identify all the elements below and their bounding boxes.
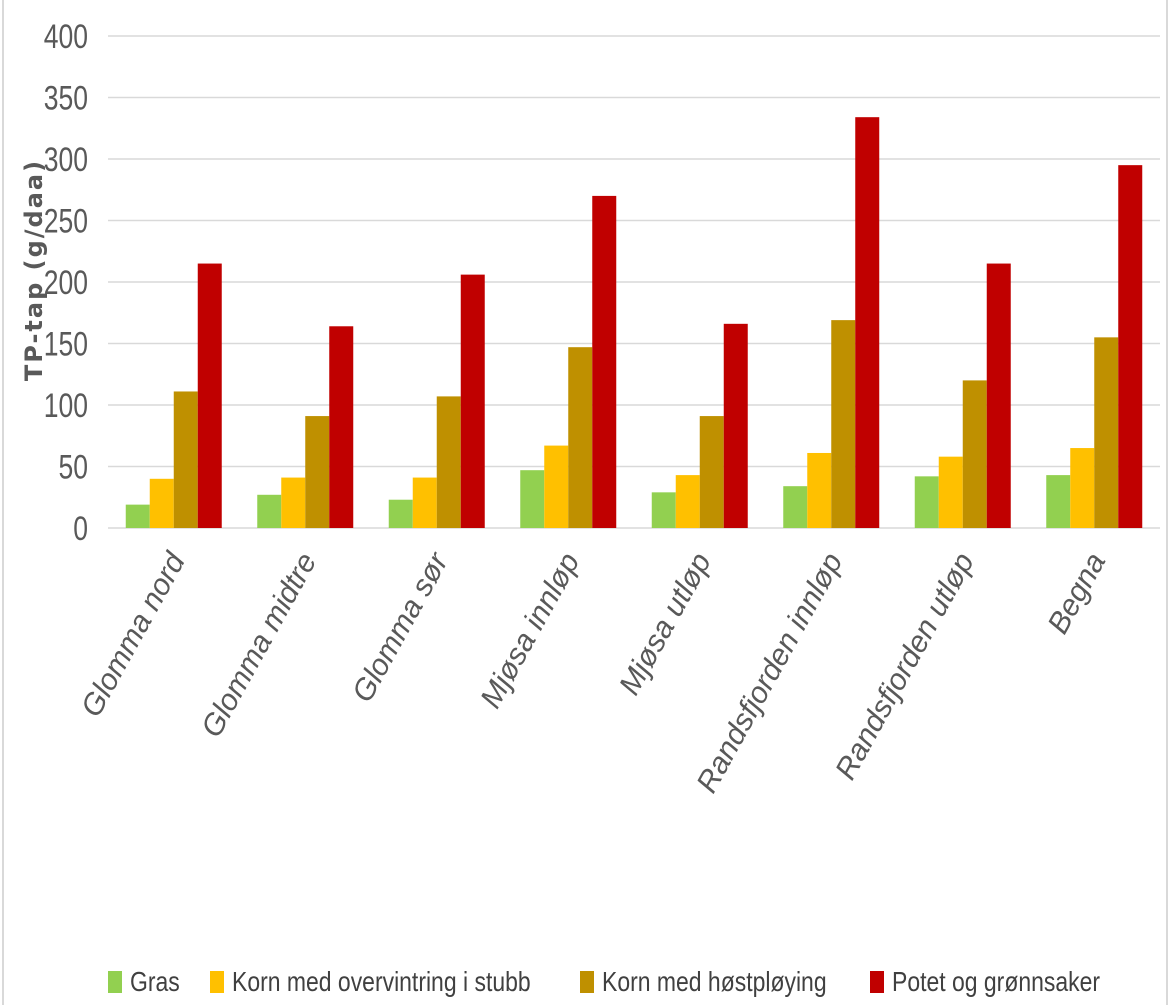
bar [592, 195, 617, 528]
y-tick-label: 0 [73, 510, 88, 548]
bar [305, 416, 330, 528]
x-tick-label: Mjøsa innløp [474, 547, 586, 713]
legend: Gras Korn med overvintring i stubb Korn me… [0, 962, 1170, 1002]
bar [783, 486, 808, 528]
y-tick-label: 400 [44, 18, 88, 56]
bar [125, 504, 150, 528]
y-tick-label: 200 [44, 264, 88, 302]
bar [1118, 165, 1143, 528]
legend-swatch [210, 971, 224, 993]
bar [173, 391, 198, 528]
bar [651, 492, 676, 528]
bar [675, 475, 700, 528]
x-tick-label: Glomma midtre [195, 547, 323, 742]
bar [568, 347, 593, 528]
x-tick-label: Randsfjorden innløp [690, 547, 849, 798]
bar [1070, 448, 1095, 528]
y-tick-labels: 0 50 100 150 200 250 300 350 400 [44, 18, 88, 548]
x-tick-label: Randsfjorden utløp [829, 547, 981, 785]
x-tick-labels: Glomma nord Glomma midtre Glomma sør Mjøsa … [75, 546, 1112, 798]
legend-item: Korn med overvintring i stubb [210, 962, 596, 1002]
legend-label: Korn med høstpløying [602, 966, 827, 997]
bar [460, 274, 485, 528]
bar [149, 478, 174, 528]
bar [544, 445, 569, 528]
x-tick-label: Glomma nord [75, 546, 193, 722]
legend-item: Korn med høstpløying [580, 962, 876, 1002]
bar [831, 320, 856, 528]
y-tick-label: 250 [44, 202, 88, 240]
bar [281, 477, 306, 528]
y-axis-title: TP-tap (g/daa) [20, 158, 48, 382]
bar [1094, 337, 1119, 528]
x-tick-label: Begna [1041, 547, 1112, 639]
legend-label: Gras [130, 966, 180, 997]
y-tick-label: 350 [44, 79, 88, 117]
bar [412, 477, 437, 528]
y-tick-label: 150 [44, 325, 88, 363]
bar [855, 117, 880, 529]
bar [436, 396, 461, 528]
bar [938, 456, 963, 528]
legend-label: Korn med overvintring i stubb [232, 966, 531, 997]
bar [962, 380, 987, 528]
y-tick-label: 300 [44, 141, 88, 179]
bar [1046, 475, 1071, 528]
gridlines [108, 35, 1160, 529]
bar [807, 452, 832, 528]
bars [125, 117, 1143, 529]
bar [520, 470, 545, 528]
bar [723, 323, 748, 528]
legend-swatch [870, 971, 884, 993]
x-tick-label: Mjøsa utløp [613, 547, 718, 700]
legend-item: Potet og grønnsaker [870, 962, 1146, 1002]
x-tick-label: Glomma sør [346, 547, 455, 708]
legend-label: Potet og grønnsaker [892, 966, 1101, 997]
legend-swatch [580, 971, 594, 993]
bar [986, 263, 1011, 528]
bar [699, 416, 724, 528]
bar [329, 326, 354, 528]
bar [914, 476, 939, 528]
y-tick-label: 100 [44, 387, 88, 425]
bar [388, 499, 413, 528]
y-tick-label: 50 [58, 448, 88, 486]
legend-item: Gras [108, 962, 191, 1002]
bar [197, 263, 222, 528]
legend-swatch [108, 971, 122, 993]
bar [257, 494, 282, 528]
